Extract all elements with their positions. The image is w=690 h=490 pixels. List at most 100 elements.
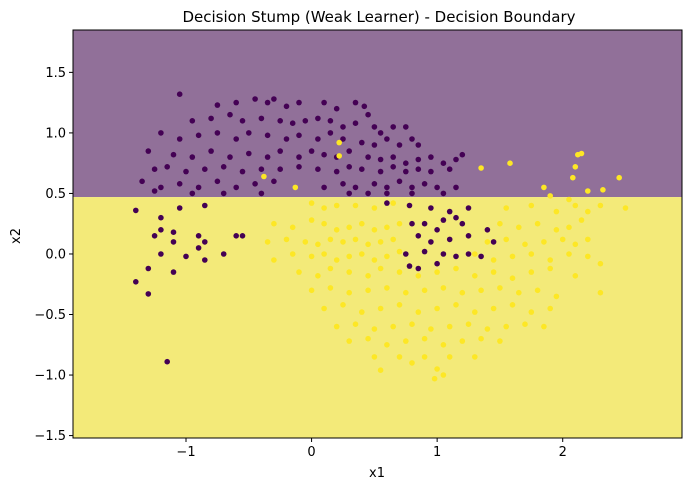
point-class-1 (553, 227, 560, 233)
point-class-0 (158, 130, 164, 136)
point-class-1 (509, 253, 516, 260)
point-class-1 (547, 265, 553, 272)
point-class-1 (585, 188, 591, 194)
point-class-1 (346, 289, 353, 296)
point-class-1 (415, 273, 422, 279)
point-class-1 (384, 224, 390, 231)
point-class-0 (428, 239, 434, 245)
point-class-0 (277, 118, 284, 124)
point-class-1 (459, 338, 466, 344)
point-class-1 (346, 338, 353, 344)
point-class-0 (403, 251, 409, 257)
point-class-1 (321, 305, 327, 312)
point-class-1 (578, 217, 585, 223)
point-class-0 (403, 124, 409, 130)
point-class-0 (371, 142, 378, 148)
point-class-1 (359, 251, 365, 257)
point-class-0 (315, 136, 321, 142)
point-class-1 (490, 269, 497, 275)
point-class-0 (340, 124, 346, 130)
point-class-0 (446, 236, 453, 243)
point-class-0 (277, 166, 284, 172)
point-class-1 (261, 173, 267, 180)
y-axis-label: x2 (9, 228, 24, 244)
point-class-1 (327, 265, 334, 272)
point-class-0 (390, 154, 397, 160)
point-class-1 (547, 193, 553, 199)
point-class-1 (585, 236, 591, 243)
point-class-1 (371, 326, 378, 332)
point-class-0 (434, 260, 440, 267)
point-class-0 (158, 251, 164, 257)
point-class-1 (296, 269, 302, 275)
point-class-1 (302, 239, 309, 245)
point-class-1 (478, 165, 484, 171)
point-class-1 (371, 205, 378, 211)
point-class-0 (189, 190, 196, 197)
point-class-1 (572, 164, 579, 170)
point-class-1 (346, 253, 353, 260)
point-class-0 (321, 184, 327, 191)
y-tick-label: 0.5 (45, 187, 66, 202)
point-class-1 (585, 253, 591, 260)
point-class-0 (170, 269, 177, 275)
point-class-0 (214, 178, 221, 185)
point-class-1 (490, 305, 497, 312)
point-class-1 (566, 224, 572, 231)
point-class-0 (239, 168, 246, 175)
point-class-1 (484, 326, 491, 332)
point-class-1 (528, 202, 535, 209)
point-class-0 (446, 166, 453, 172)
point-class-0 (371, 124, 378, 130)
point-class-0 (478, 253, 484, 260)
point-class-0 (158, 227, 164, 233)
point-class-1 (415, 309, 422, 315)
point-class-1 (315, 273, 321, 279)
y-tick-label: 1.0 (45, 126, 66, 141)
point-class-0 (239, 118, 246, 124)
point-class-1 (315, 241, 321, 248)
point-class-1 (396, 220, 403, 227)
point-class-0 (208, 115, 214, 122)
point-class-0 (421, 248, 428, 255)
point-class-0 (183, 253, 189, 260)
point-class-1 (365, 335, 371, 342)
point-class-0 (321, 99, 327, 106)
point-class-1 (308, 200, 315, 206)
point-class-0 (365, 154, 371, 160)
point-class-1 (352, 202, 359, 209)
region-class-1 (73, 197, 682, 438)
point-class-1 (365, 287, 371, 294)
point-class-1 (292, 184, 299, 191)
point-class-1 (472, 273, 478, 279)
point-class-0 (176, 136, 183, 142)
point-class-1 (541, 239, 547, 245)
point-class-1 (453, 265, 459, 272)
point-class-0 (428, 154, 434, 160)
point-class-0 (151, 188, 158, 194)
point-class-1 (559, 236, 566, 243)
point-class-1 (597, 289, 604, 296)
point-class-0 (296, 99, 302, 106)
point-class-0 (421, 181, 428, 187)
point-class-1 (346, 224, 353, 231)
point-class-0 (302, 118, 309, 124)
point-class-0 (145, 265, 152, 272)
region-class-0 (73, 30, 682, 198)
point-class-0 (384, 190, 390, 197)
point-class-0 (208, 148, 214, 154)
point-class-1 (503, 205, 510, 211)
point-class-1 (409, 321, 415, 328)
point-class-1 (390, 200, 397, 206)
point-class-1 (600, 187, 606, 193)
point-class-0 (283, 103, 290, 110)
point-class-1 (371, 227, 378, 233)
point-class-1 (377, 239, 384, 245)
point-class-0 (465, 233, 472, 239)
point-class-0 (202, 166, 208, 172)
point-class-1 (490, 257, 497, 263)
point-class-0 (176, 91, 183, 97)
point-class-0 (195, 233, 202, 239)
point-class-1 (384, 342, 390, 348)
